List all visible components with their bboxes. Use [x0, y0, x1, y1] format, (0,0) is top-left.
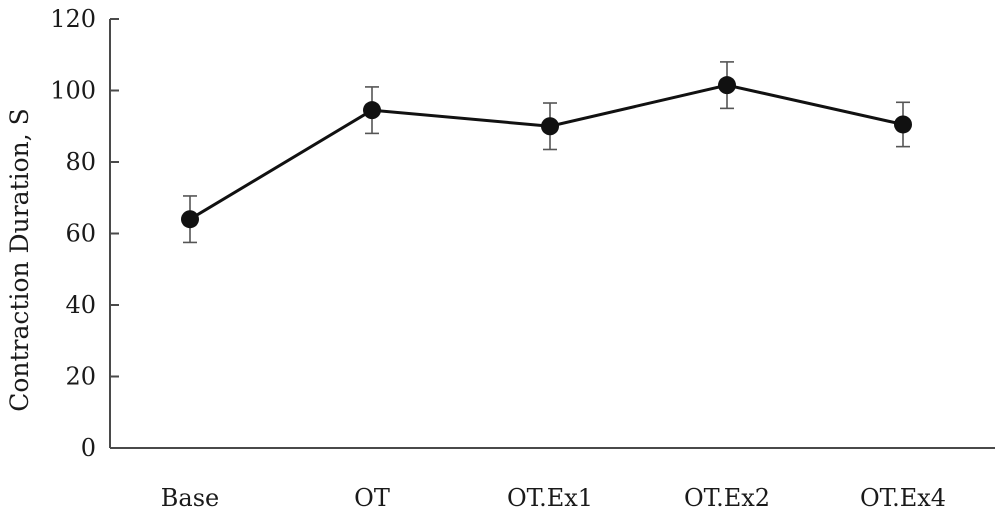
data-point [894, 115, 912, 134]
plot-area [181, 61, 912, 244]
y-tick-label: 120 [50, 5, 96, 33]
data-point [363, 101, 381, 120]
y-tick-label: 80 [65, 148, 96, 176]
x-tick-label: Base [161, 484, 219, 512]
y-axis-title: Contraction Duration, S [5, 108, 34, 412]
y-tick-label: 60 [65, 220, 96, 248]
y-tick-label: 0 [81, 434, 96, 462]
series-line [189, 83, 904, 221]
x-tick-label: OT [354, 484, 390, 512]
data-point [541, 117, 559, 136]
data-point [718, 76, 736, 95]
x-tick-label: OT.Ex1 [507, 484, 593, 512]
x-axis: Base OT OT.Ex1 OT.Ex2 OT.Ex4 [110, 447, 995, 512]
y-tick-label: 100 [50, 77, 96, 105]
x-tick-label: OT.Ex4 [860, 484, 946, 512]
y-tick-label: 20 [65, 363, 96, 391]
y-tick-label: 40 [65, 291, 96, 319]
data-point [181, 210, 199, 229]
y-axis: 0 20 40 60 80 100 120 [50, 5, 119, 462]
x-tick-label: OT.Ex2 [684, 484, 770, 512]
